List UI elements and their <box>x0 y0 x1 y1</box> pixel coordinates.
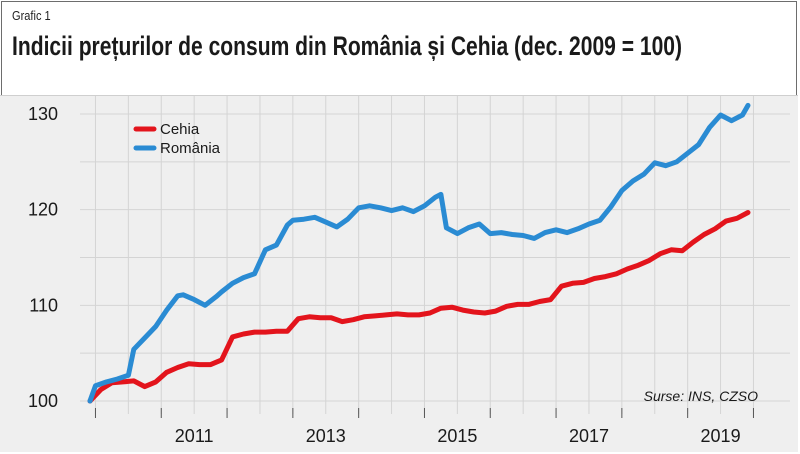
legend-label-romania: România <box>160 140 221 157</box>
gridlines <box>80 96 790 418</box>
y-axis-ticks: 100 110 120 130 <box>28 104 58 411</box>
x-tick-label: 2017 <box>569 426 609 446</box>
series-lines <box>87 102 751 404</box>
legend: Cehia România <box>133 121 221 157</box>
line-chart: 100 110 120 130 2011 2013 2015 2017 2019 Cehia R… <box>28 96 790 446</box>
series-line-romania <box>87 102 751 404</box>
y-tick-label: 130 <box>28 104 58 124</box>
y-tick-label: 110 <box>29 295 58 315</box>
y-tick-label: 120 <box>28 200 58 220</box>
series-line-cehia <box>87 210 751 404</box>
figure-label: Grafic 1 <box>12 8 51 23</box>
x-tick-label: 2011 <box>175 426 214 446</box>
y-tick-label: 100 <box>28 391 58 411</box>
x-axis-ticks: 2011 2013 2015 2017 2019 <box>175 426 741 446</box>
plot-area: 100 110 120 130 2011 2013 2015 2017 2019 Cehia R… <box>0 95 798 452</box>
x-tick-label: 2015 <box>437 426 477 446</box>
chart-title: Indicii prețurilor de consum din România… <box>12 31 683 61</box>
source-note: Surse: INS, CZSO <box>644 388 758 404</box>
legend-label-cehia: Cehia <box>160 121 200 138</box>
x-tick-label: 2013 <box>306 426 346 446</box>
x-tick-label: 2019 <box>701 426 741 446</box>
